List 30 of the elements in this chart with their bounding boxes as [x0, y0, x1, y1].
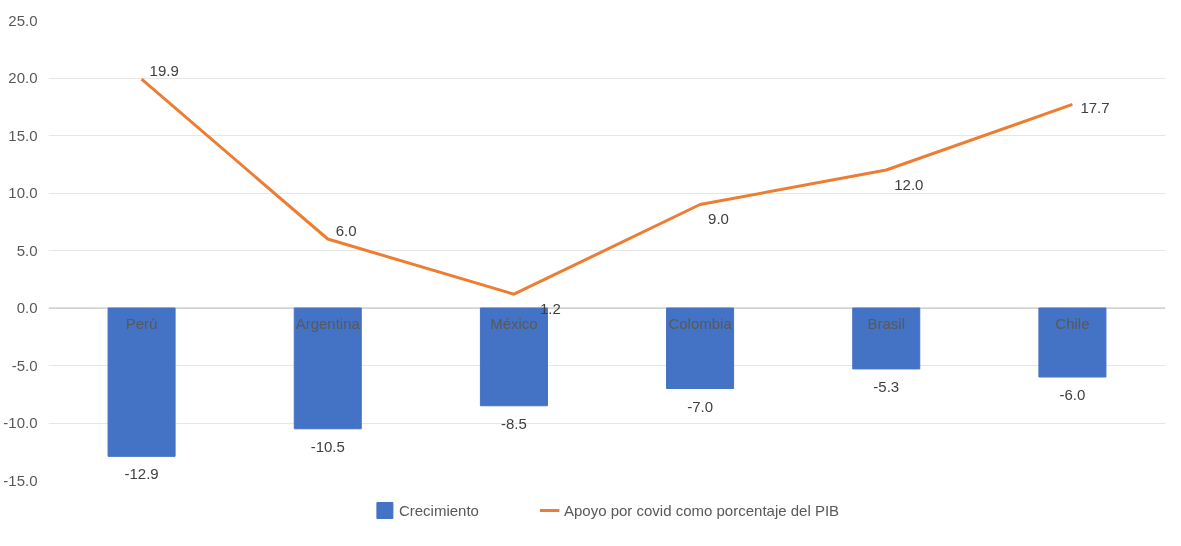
data-label: -5.3	[873, 377, 900, 395]
legend-label: Crecimiento	[398, 501, 479, 519]
y-tick-label: 25.0	[8, 11, 38, 29]
data-label: -10.5	[310, 437, 345, 455]
y-tick-label: 0.0	[16, 299, 38, 316]
data-label: 6.0	[335, 221, 357, 239]
data-label: 19.9	[149, 61, 179, 79]
data-label: 1.2	[539, 299, 561, 317]
data-label: -12.9	[124, 465, 159, 483]
legend-label: Apoyo por covid como porcentaje del PIB	[563, 501, 840, 519]
x-tick-label: Colombia	[668, 315, 733, 332]
data-label: -8.5	[500, 414, 527, 432]
y-tick-label: -10.0	[3, 414, 38, 431]
y-tick-label: -15.0	[3, 471, 38, 489]
data-label: -7.0	[687, 397, 714, 415]
x-tick-label: Brasil	[867, 315, 906, 332]
y-tick-label: 5.0	[16, 241, 38, 259]
line-series	[140, 77, 1074, 296]
data-label: 17.7	[1080, 98, 1110, 116]
data-label: -6.0	[1059, 386, 1086, 403]
data-label: 12.0	[894, 175, 924, 193]
y-tick-label: -5.0	[11, 356, 38, 374]
y-tick-label: 15.0	[8, 126, 38, 144]
x-tick-label: México	[490, 315, 538, 332]
x-tick-label: Perú	[125, 315, 158, 332]
y-tick-label: 10.0	[8, 184, 38, 201]
x-tick-label: Argentina	[295, 315, 361, 332]
y-tick-label: 20.0	[8, 69, 38, 86]
x-tick-label: Chile	[1055, 315, 1090, 332]
data-label: 9.0	[708, 210, 729, 228]
